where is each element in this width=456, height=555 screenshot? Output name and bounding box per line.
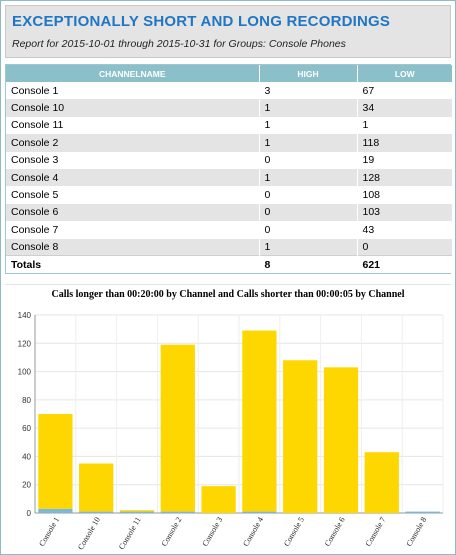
cell-low: 19	[356, 151, 452, 169]
cell-high: 3	[258, 82, 357, 100]
bar-low	[119, 510, 155, 512]
table-row: Console 3 0 19	[6, 151, 452, 169]
column-header-low: LOW	[356, 65, 452, 82]
cell-high: 1	[258, 116, 357, 135]
bar-chart: 0 20 40 60 80 100 120 140 Console 1 Console 10 Con…	[18, 311, 444, 552]
cell-channel: Console 11	[6, 116, 259, 135]
x-tick-label: Console 7	[364, 516, 388, 548]
y-tick-label: 100	[18, 368, 32, 377]
report-subtitle: Report for 2015-10-01 through 2015-10-31…	[12, 38, 346, 50]
report-title: EXCEPTIONALLY SHORT AND LONG RECORDINGS	[12, 13, 391, 30]
cell-channel: Console 2	[6, 134, 259, 152]
x-tick-label: Console 11	[117, 516, 143, 552]
cell-high: 1	[258, 238, 357, 256]
recordings-table-container: CHANNELNAME HIGH LOW Console 1 3 67 Console…	[5, 64, 452, 275]
y-tick-label: 0	[27, 509, 32, 518]
cell-low: 103	[356, 203, 452, 222]
table-row: Console 11 1 1	[6, 116, 452, 135]
bar-low	[242, 330, 277, 512]
cell-high: 1	[258, 134, 357, 152]
x-tick-label: Console 10	[76, 516, 102, 552]
cell-low: 118	[356, 134, 452, 152]
cell-high: 0	[258, 151, 357, 169]
chart-title: Calls longer than 00:20:00 by Channel an…	[51, 289, 405, 300]
y-tick-label: 40	[22, 452, 31, 461]
cell-channel: Console 3	[6, 151, 259, 169]
cell-channel: Console 6	[6, 203, 259, 222]
x-tick-label: Console 5	[282, 516, 306, 548]
chart-area: Calls longer than 00:20:00 by Channel an…	[5, 284, 451, 552]
bar-high	[119, 511, 155, 513]
bar-low	[160, 344, 195, 512]
cell-high: 0	[258, 203, 357, 222]
y-tick-label: 140	[18, 311, 32, 320]
totals-row: Totals 8 621	[6, 255, 452, 274]
cell-high: 1	[258, 99, 357, 117]
table-row: Console 5 0 108	[6, 186, 452, 204]
x-tick-label: Console 4	[241, 516, 265, 548]
bar-high	[79, 511, 114, 513]
totals-low: 621	[356, 255, 452, 274]
cell-channel: Console 5	[6, 186, 259, 204]
recordings-table: CHANNELNAME HIGH LOW Console 1 3 67 Console…	[6, 65, 452, 274]
cell-channel: Console 10	[6, 99, 259, 117]
table-row: Console 1 3 67	[6, 82, 452, 100]
table-row: Console 4 1 128	[6, 168, 452, 187]
cell-channel: Console 7	[6, 221, 259, 239]
bar-low	[323, 367, 359, 513]
bar-low	[201, 486, 236, 513]
x-tick-label: Console 2	[160, 516, 184, 548]
totals-high: 8	[258, 255, 357, 274]
bar-high	[38, 508, 73, 513]
cell-high: 0	[258, 221, 357, 239]
bar-high	[242, 511, 277, 513]
column-header-high: HIGH	[258, 65, 357, 82]
column-header-channelname: CHANNELNAME	[6, 65, 259, 82]
table-row: Console 7 0 43	[6, 221, 452, 239]
cell-high: 0	[258, 186, 357, 204]
table-row: Console 10 1 34	[6, 99, 452, 117]
table-row: Console 2 1 118	[6, 134, 452, 152]
table-row: Console 6 0 103	[6, 203, 452, 222]
bar-high	[405, 511, 440, 513]
cell-low: 67	[356, 82, 452, 100]
cell-low: 128	[356, 168, 452, 187]
x-tick-label: Console 3	[200, 516, 224, 548]
bar-low	[283, 360, 318, 513]
y-tick-label: 120	[18, 339, 32, 348]
y-tick-label: 60	[22, 424, 31, 433]
cell-channel: Console 1	[6, 82, 259, 100]
table-header-row: CHANNELNAME HIGH LOW	[6, 65, 452, 82]
cell-low: 0	[356, 238, 452, 256]
y-tick-label: 20	[22, 481, 31, 490]
cell-channel: Console 4	[6, 168, 259, 187]
cell-low: 1	[356, 116, 452, 135]
bar-low	[38, 414, 73, 509]
cell-low: 43	[356, 221, 452, 239]
y-tick-label: 80	[22, 396, 31, 405]
x-tick-label: Console 8	[404, 516, 428, 548]
cell-low: 34	[356, 99, 452, 117]
cell-low: 108	[356, 186, 452, 204]
x-tick-label: Console 1	[37, 516, 61, 548]
x-tick-label: Console 6	[323, 516, 347, 548]
bar-low	[364, 452, 399, 513]
cell-channel: Console 8	[6, 238, 259, 256]
bar-low	[79, 463, 114, 512]
totals-label: Totals	[6, 255, 259, 274]
cell-high: 1	[258, 168, 357, 187]
report-header: EXCEPTIONALLY SHORT AND LONG RECORDINGS …	[5, 5, 451, 58]
bar-high	[160, 511, 195, 513]
